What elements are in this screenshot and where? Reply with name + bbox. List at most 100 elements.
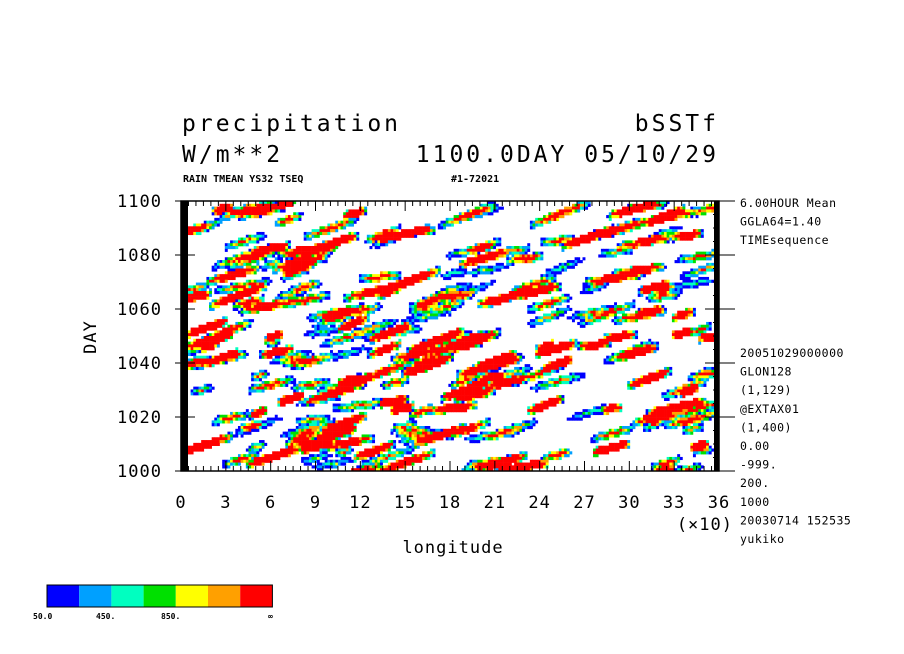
precip-cell — [222, 358, 226, 362]
precip-cell — [685, 274, 688, 278]
precip-cell — [343, 352, 347, 356]
precip-cell — [198, 285, 202, 289]
precip-cell — [451, 271, 454, 275]
precip-cell — [398, 223, 402, 227]
precip-cell — [193, 341, 197, 345]
precip-cell — [285, 274, 289, 278]
precip-cell — [209, 305, 212, 309]
precip-cell — [664, 285, 667, 289]
precip-cell — [266, 248, 270, 252]
precip-cell — [429, 313, 433, 317]
precip-cell — [374, 276, 378, 281]
precip-cell — [235, 324, 239, 328]
precip-cell — [216, 288, 220, 292]
precip-cell — [642, 265, 646, 269]
precip-cell — [682, 279, 686, 283]
precip-cell — [401, 282, 404, 286]
precip-cell — [374, 321, 378, 326]
precip-cell — [295, 251, 299, 255]
precip-cell — [437, 352, 441, 356]
precip-cell — [708, 257, 712, 261]
precip-cell — [603, 338, 607, 342]
precip-cell — [474, 366, 478, 371]
precip-cell — [382, 319, 386, 323]
precip-cell — [301, 364, 305, 368]
precip-cell — [706, 268, 710, 272]
precip-cell — [345, 234, 349, 238]
precip-cell — [282, 291, 286, 295]
precip-cell — [648, 217, 652, 221]
precip-cell — [593, 316, 596, 320]
precip-cell — [382, 229, 386, 233]
precip-cell — [558, 350, 562, 354]
precip-cell — [656, 231, 660, 236]
precip-cell — [574, 344, 578, 348]
precip-cell — [419, 299, 423, 303]
precip-cell — [666, 201, 670, 205]
precip-cell — [653, 310, 657, 314]
precip-cell — [587, 288, 591, 292]
precip-cell — [322, 291, 326, 295]
precip-cell — [261, 293, 265, 297]
precip-cell — [361, 302, 365, 306]
precip-cell — [490, 203, 494, 207]
precip-cell — [316, 279, 320, 283]
precip-cell — [632, 240, 636, 244]
precip-cell — [245, 352, 249, 356]
precip-cell — [264, 209, 268, 213]
precip-cell — [664, 212, 667, 216]
precip-cell — [390, 229, 394, 233]
precip-cell — [408, 330, 412, 334]
precip-cell — [474, 248, 478, 252]
precip-cell — [571, 341, 575, 345]
precip-cell — [574, 209, 578, 213]
precip-cell — [227, 203, 231, 207]
precip-cell — [301, 248, 305, 252]
precip-cell — [445, 352, 449, 356]
precip-cell — [332, 327, 336, 331]
precip-cell — [324, 310, 328, 314]
precip-cell — [293, 288, 297, 292]
precip-cell — [653, 265, 657, 269]
precip-cell — [482, 206, 486, 210]
precip-cell — [474, 341, 478, 345]
precip-cell — [664, 366, 667, 371]
precip-cell — [485, 254, 489, 258]
precip-cell — [237, 254, 241, 258]
precip-cell — [274, 248, 278, 252]
precip-cell — [382, 291, 386, 295]
precip-cell — [395, 291, 399, 295]
precip-cell — [493, 355, 497, 359]
precip-cell — [203, 347, 207, 351]
precip-cell — [561, 243, 565, 247]
precip-cell — [440, 313, 444, 317]
precip-cell — [266, 341, 270, 345]
precip-cell — [314, 229, 318, 233]
precip-cell — [261, 282, 265, 286]
precip-cell — [477, 361, 481, 365]
precip-cell — [327, 248, 331, 252]
precip-cell — [395, 274, 399, 278]
precip-cell — [372, 336, 376, 340]
precip-cell — [253, 212, 257, 216]
precip-cell — [603, 248, 607, 252]
precip-cell — [487, 206, 491, 210]
precip-cell — [206, 338, 210, 342]
precip-cell — [280, 201, 283, 205]
precip-cell — [298, 296, 302, 300]
precip-cell — [650, 299, 654, 303]
precip-cell — [298, 217, 302, 221]
precip-cell — [190, 288, 194, 292]
precip-cell — [253, 307, 257, 311]
precip-cell — [230, 203, 234, 207]
precip-cell — [490, 305, 494, 309]
precip-cell — [385, 344, 389, 348]
precip-cell — [398, 231, 402, 236]
precip-cell — [332, 246, 336, 250]
precip-cell — [474, 206, 478, 210]
precip-cell — [235, 209, 239, 213]
precip-cell — [211, 302, 215, 306]
precip-cell — [406, 327, 410, 331]
precip-cell — [645, 201, 649, 205]
precip-cell — [616, 248, 620, 252]
